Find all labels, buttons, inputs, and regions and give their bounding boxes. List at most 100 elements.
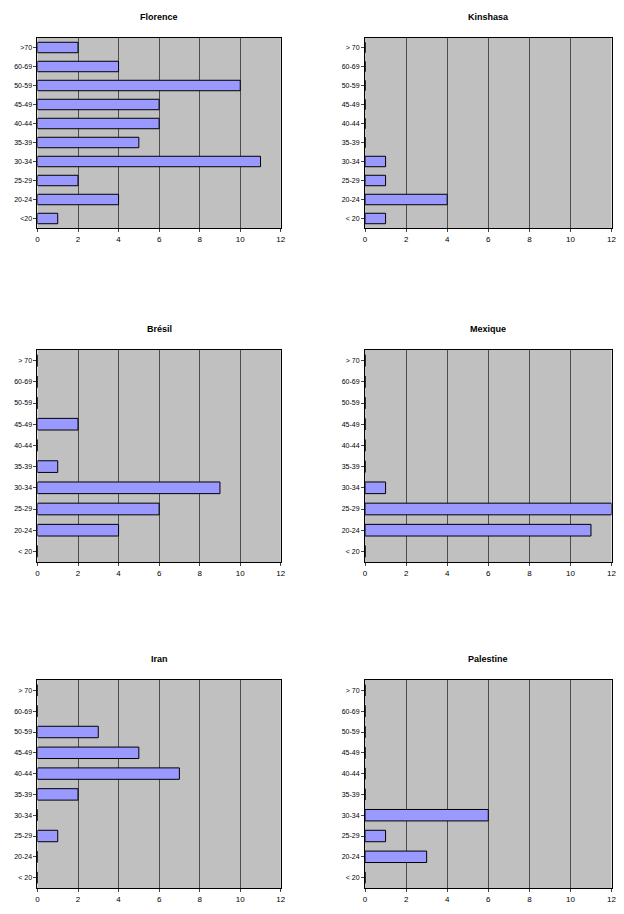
svg-text:> 70: > 70 bbox=[18, 687, 32, 694]
svg-text:12: 12 bbox=[607, 895, 616, 904]
svg-text:60-69: 60-69 bbox=[342, 708, 360, 715]
svg-text:>70: >70 bbox=[20, 44, 32, 51]
svg-text:60-69: 60-69 bbox=[14, 378, 32, 385]
svg-text:> 70: > 70 bbox=[18, 357, 32, 364]
svg-text:6: 6 bbox=[486, 569, 491, 578]
svg-text:8: 8 bbox=[527, 235, 532, 244]
svg-text:40-44: 40-44 bbox=[14, 770, 32, 777]
svg-text:0: 0 bbox=[35, 895, 40, 904]
svg-text:2: 2 bbox=[76, 569, 81, 578]
svg-text:0: 0 bbox=[363, 569, 368, 578]
svg-text:4: 4 bbox=[116, 235, 121, 244]
svg-text:30-34: 30-34 bbox=[342, 484, 360, 491]
svg-text:10: 10 bbox=[236, 235, 245, 244]
svg-text:20-24: 20-24 bbox=[14, 196, 32, 203]
svg-text:6: 6 bbox=[486, 235, 491, 244]
svg-text:10: 10 bbox=[566, 235, 575, 244]
svg-text:20-24: 20-24 bbox=[342, 527, 360, 534]
svg-text:50-59: 50-59 bbox=[14, 728, 32, 735]
svg-text:45-49: 45-49 bbox=[14, 421, 32, 428]
svg-text:12: 12 bbox=[607, 569, 616, 578]
svg-text:2: 2 bbox=[404, 235, 409, 244]
svg-text:4: 4 bbox=[445, 235, 450, 244]
svg-text:45-49: 45-49 bbox=[14, 101, 32, 108]
svg-text:6: 6 bbox=[157, 235, 162, 244]
svg-text:Kinshasa: Kinshasa bbox=[468, 12, 509, 22]
svg-text:35-39: 35-39 bbox=[14, 791, 32, 798]
svg-text:10: 10 bbox=[236, 569, 245, 578]
svg-text:0: 0 bbox=[363, 895, 368, 904]
svg-text:25-29: 25-29 bbox=[342, 505, 360, 512]
svg-text:0: 0 bbox=[35, 235, 40, 244]
svg-text:Florence: Florence bbox=[140, 12, 178, 22]
svg-text:50-59: 50-59 bbox=[342, 728, 360, 735]
svg-text:60-69: 60-69 bbox=[14, 63, 32, 70]
svg-text:40-44: 40-44 bbox=[14, 120, 32, 127]
svg-text:35-39: 35-39 bbox=[342, 139, 360, 146]
svg-text:4: 4 bbox=[445, 569, 450, 578]
svg-text:40-44: 40-44 bbox=[342, 770, 360, 777]
svg-text:30-34: 30-34 bbox=[14, 484, 32, 491]
svg-text:40-44: 40-44 bbox=[342, 442, 360, 449]
svg-text:10: 10 bbox=[566, 895, 575, 904]
svg-text:45-49: 45-49 bbox=[14, 749, 32, 756]
svg-text:8: 8 bbox=[527, 895, 532, 904]
svg-text:60-69: 60-69 bbox=[14, 708, 32, 715]
svg-text:25-29: 25-29 bbox=[14, 832, 32, 839]
svg-text:50-59: 50-59 bbox=[342, 399, 360, 406]
svg-text:6: 6 bbox=[157, 895, 162, 904]
svg-text:50-59: 50-59 bbox=[14, 399, 32, 406]
svg-text:4: 4 bbox=[116, 569, 121, 578]
svg-text:60-69: 60-69 bbox=[342, 63, 360, 70]
svg-text:12: 12 bbox=[276, 569, 285, 578]
svg-text:< 20: < 20 bbox=[18, 874, 32, 881]
svg-text:6: 6 bbox=[157, 569, 162, 578]
svg-text:30-34: 30-34 bbox=[342, 158, 360, 165]
svg-text:2: 2 bbox=[404, 895, 409, 904]
svg-text:< 20: < 20 bbox=[346, 215, 360, 222]
svg-text:35-39: 35-39 bbox=[14, 463, 32, 470]
svg-text:20-24: 20-24 bbox=[342, 853, 360, 860]
svg-text:35-39: 35-39 bbox=[342, 463, 360, 470]
svg-text:2: 2 bbox=[404, 569, 409, 578]
svg-text:50-59: 50-59 bbox=[14, 82, 32, 89]
svg-text:25-29: 25-29 bbox=[14, 505, 32, 512]
svg-text:50-59: 50-59 bbox=[342, 82, 360, 89]
svg-text:20-24: 20-24 bbox=[342, 196, 360, 203]
svg-text:45-49: 45-49 bbox=[342, 101, 360, 108]
svg-text:< 20: < 20 bbox=[346, 874, 360, 881]
svg-text:20-24: 20-24 bbox=[14, 853, 32, 860]
svg-text:30-34: 30-34 bbox=[14, 812, 32, 819]
svg-text:10: 10 bbox=[566, 569, 575, 578]
svg-text:8: 8 bbox=[527, 569, 532, 578]
svg-text:12: 12 bbox=[607, 235, 616, 244]
svg-text:12: 12 bbox=[276, 235, 285, 244]
svg-text:6: 6 bbox=[486, 895, 491, 904]
svg-text:> 70: > 70 bbox=[346, 357, 360, 364]
svg-text:0: 0 bbox=[363, 235, 368, 244]
svg-text:Iran: Iran bbox=[151, 654, 168, 664]
svg-text:> 70: > 70 bbox=[346, 44, 360, 51]
svg-text:> 70: > 70 bbox=[346, 687, 360, 694]
svg-text:35-39: 35-39 bbox=[342, 791, 360, 798]
svg-text:Brésil: Brésil bbox=[147, 324, 172, 334]
svg-text:40-44: 40-44 bbox=[14, 442, 32, 449]
svg-text:30-34: 30-34 bbox=[14, 158, 32, 165]
svg-text:4: 4 bbox=[445, 895, 450, 904]
svg-text:Mexique: Mexique bbox=[470, 324, 506, 334]
svg-text:< 20: < 20 bbox=[18, 548, 32, 555]
svg-text:Palestine: Palestine bbox=[468, 654, 508, 664]
svg-text:25-29: 25-29 bbox=[342, 832, 360, 839]
svg-text:8: 8 bbox=[197, 569, 202, 578]
svg-text:2: 2 bbox=[76, 235, 81, 244]
svg-text:8: 8 bbox=[197, 895, 202, 904]
svg-text:35-39: 35-39 bbox=[14, 139, 32, 146]
svg-text:0: 0 bbox=[35, 569, 40, 578]
svg-text:25-29: 25-29 bbox=[14, 177, 32, 184]
svg-text:<20: <20 bbox=[20, 215, 32, 222]
svg-text:25-29: 25-29 bbox=[342, 177, 360, 184]
svg-text:12: 12 bbox=[276, 895, 285, 904]
svg-text:20-24: 20-24 bbox=[14, 527, 32, 534]
svg-text:45-49: 45-49 bbox=[342, 749, 360, 756]
svg-text:45-49: 45-49 bbox=[342, 421, 360, 428]
